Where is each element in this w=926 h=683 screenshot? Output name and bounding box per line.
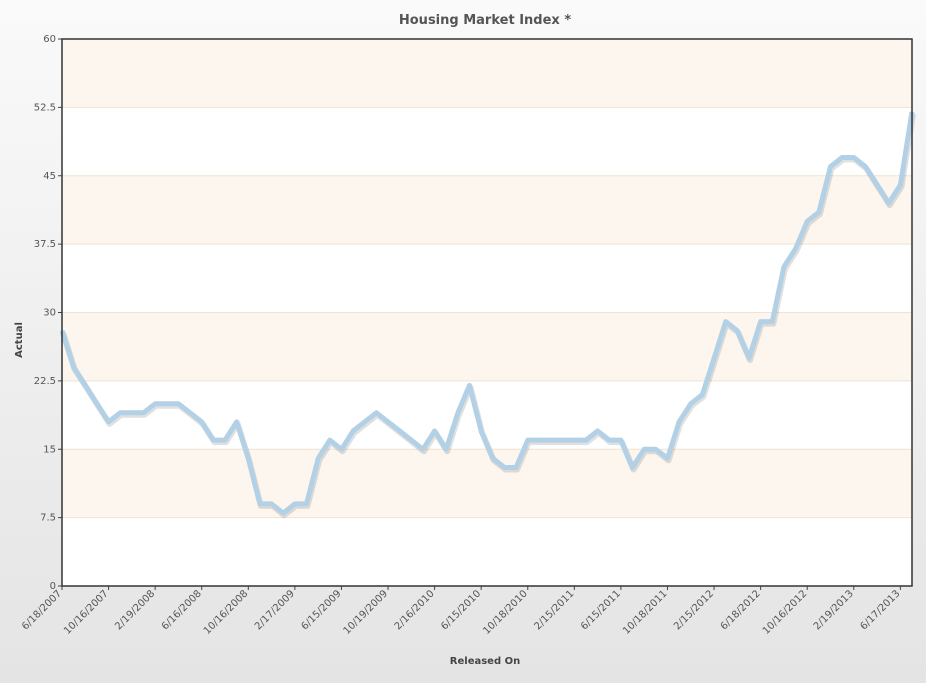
chart-title: Housing Market Index *	[399, 13, 571, 28]
y-axis-title: Actual	[14, 322, 25, 358]
y-tick-label: 0	[50, 581, 56, 592]
grid-band	[62, 39, 912, 108]
y-tick-label: 52.5	[34, 102, 56, 113]
y-tick-label: 60	[43, 34, 56, 45]
grid-band	[62, 312, 912, 381]
y-tick-label: 30	[43, 308, 56, 319]
grid-band	[62, 175, 912, 245]
grid-band	[62, 449, 912, 518]
y-tick-label: 37.5	[34, 239, 56, 250]
line	[59, 111, 915, 516]
y-tick-label: 45	[43, 171, 56, 182]
y-tick-label: 7.5	[40, 513, 56, 524]
y-tick-label: 22.5	[34, 376, 56, 387]
plot-border	[61, 38, 913, 587]
x-axis-title: Released On	[450, 656, 520, 667]
y-tick-label: 15	[43, 444, 56, 455]
plot-area: 07.51522.53037.54552.5606/18/200710/16/2…	[20, 34, 916, 637]
